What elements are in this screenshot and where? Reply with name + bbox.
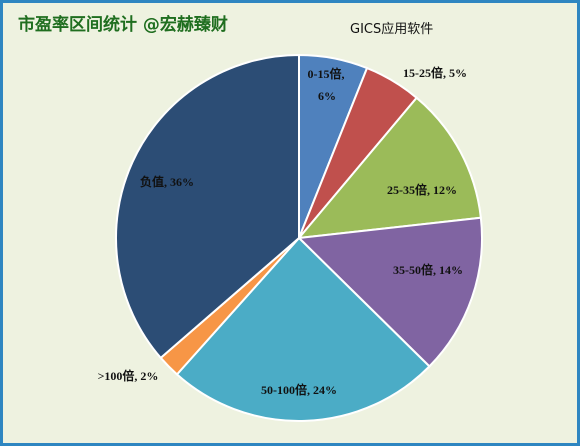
- pie-slice-4: [175, 236, 431, 422]
- pie-slice-3: [296, 216, 483, 368]
- header-title: 市盈率区间统计 @宏赫臻财: [18, 15, 228, 35]
- pie-slice-label-2: 25-35倍, 12%: [387, 182, 457, 197]
- pie-slice-label-3: 35-50倍, 14%: [393, 262, 463, 277]
- pie-slice-label-1: 15-25倍, 5%: [403, 65, 467, 80]
- pie-slice-6: [115, 53, 300, 360]
- pie-slice-label-0-line2: 6%: [318, 89, 336, 103]
- pie-slice-label-4: 50-100倍, 24%: [261, 382, 337, 397]
- chart-title: GICS应用软件: [350, 22, 434, 37]
- pie-slice-label-0: 0-15倍,: [308, 66, 345, 81]
- pie-slice-label-6: 负值, 36%: [140, 174, 194, 189]
- pie-slice-2: [296, 96, 482, 240]
- pie-slice-label-5: >100倍, 2%: [98, 368, 159, 383]
- pie-labels: 0-15倍, 6% 15-25倍, 5% 25-35倍, 12% 35-50倍, 14%…: [98, 65, 467, 397]
- pie-slices: [115, 53, 483, 422]
